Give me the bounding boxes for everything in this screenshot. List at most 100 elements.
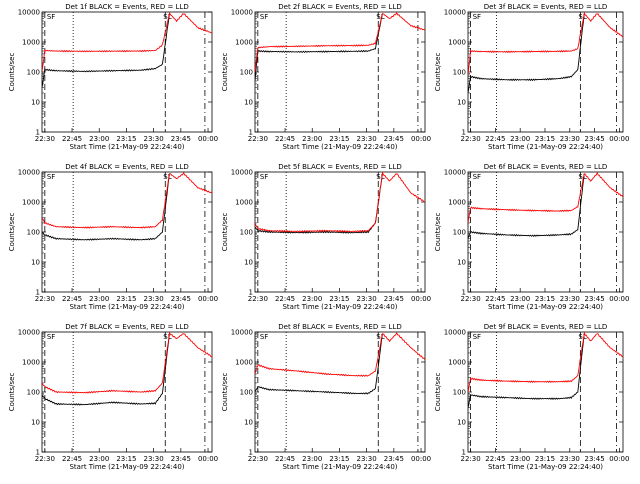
y-axis-label: Counts/sec [221, 213, 229, 252]
x-tick-label: 23:45 [384, 135, 404, 143]
chart-panel-6: Det 6f BLACK = Events, RED = LLD 1 10 100 10… [434, 163, 629, 311]
y-tick-label: 100 [453, 69, 466, 77]
y-tick-label: 100 [453, 229, 466, 237]
y-tick-label: 1000 [235, 199, 253, 207]
y-tick-label: 10 [244, 259, 253, 267]
marker-label: SL [376, 173, 384, 181]
plot-frame [254, 11, 426, 133]
y-tick-label: 10000 [231, 9, 253, 17]
chart-title: Det 8f BLACK = Events, RED = LLD [278, 323, 401, 331]
series-line-2 [468, 12, 623, 75]
y-tick-label: 10 [457, 419, 466, 427]
y-tick-label: 1000 [22, 199, 40, 207]
y-tick-label: 1000 [448, 39, 466, 47]
marker-label: SL [163, 173, 171, 181]
series-line-1 [468, 13, 585, 94]
series-line-2 [468, 332, 623, 393]
chart-panel-9: Det 9f BLACK = Events, RED = LLD 1 10 100 10… [434, 323, 629, 471]
x-tick-label: 00:00 [411, 455, 431, 463]
y-tick-label: 1 [36, 289, 40, 297]
x-tick-label: 22:45 [485, 295, 505, 303]
x-tick-label: 23:15 [329, 455, 349, 463]
x-tick-label: 22:45 [62, 135, 82, 143]
y-tick-label: 1 [462, 289, 466, 297]
plot-frame [41, 11, 213, 133]
x-tick-label: 00:00 [411, 295, 431, 303]
marker-label: SL [163, 333, 171, 341]
y-axis-label: Counts/sec [434, 373, 442, 412]
x-tick-label: 23:15 [329, 295, 349, 303]
y-axis-label: Counts/sec [434, 213, 442, 252]
x-tick-label: 23:45 [171, 455, 191, 463]
x-tick-label: 22:30 [248, 455, 268, 463]
x-tick-label: 23:15 [116, 455, 136, 463]
series-line-1 [255, 333, 383, 395]
y-tick-label: 10 [457, 99, 466, 107]
x-tick-label: 22:30 [460, 135, 480, 143]
y-tick-label: 100 [27, 389, 40, 397]
x-tick-label: 23:45 [584, 135, 604, 143]
y-tick-label: 10000 [231, 169, 253, 177]
marker-label: SL [578, 333, 586, 341]
x-tick-label: 22:45 [62, 455, 82, 463]
y-tick-label: 10000 [18, 329, 40, 337]
y-tick-label: 10000 [18, 169, 40, 177]
marker-label: SL [376, 333, 384, 341]
x-tick-label: 23:00 [302, 455, 322, 463]
y-tick-label: 1000 [448, 199, 466, 207]
series-line-2 [255, 12, 425, 73]
x-tick-label: 23:15 [116, 295, 136, 303]
marker-label: SF [47, 13, 55, 21]
x-tick-label: 00:00 [198, 295, 218, 303]
y-tick-label: 1 [249, 289, 253, 297]
x-tick-label: 23:30 [144, 455, 164, 463]
chart-title: Det 5f BLACK = Events, RED = LLD [278, 163, 401, 171]
x-tick-label: 00:00 [198, 135, 218, 143]
x-tick-label: 22:45 [275, 295, 295, 303]
chart-panel-5: Det 5f BLACK = Events, RED = LLD 1 10 100 10… [221, 163, 431, 311]
chart-panel-7: Det 7f BLACK = Events, RED = LLD 1 10 100 10… [8, 323, 218, 471]
chart-title: Det 1f BLACK = Events, RED = LLD [65, 3, 188, 11]
chart-title: Det 6f BLACK = Events, RED = LLD [484, 163, 607, 171]
x-tick-label: 23:30 [560, 295, 580, 303]
marker-label: SF [47, 333, 55, 341]
series-line-1 [255, 173, 383, 234]
x-axis-label: Start Time (21-May-09 22:24:40) [488, 303, 603, 311]
series-line-1 [42, 13, 170, 88]
chart-panel-4: Det 4f BLACK = Events, RED = LLD 1 10 100 10… [8, 163, 218, 311]
x-tick-label: 23:30 [144, 295, 164, 303]
plot-frame [41, 171, 213, 293]
chart-title: Det 2f BLACK = Events, RED = LLD [278, 3, 401, 11]
series-line-2 [42, 172, 212, 229]
marker-label: SL [163, 13, 171, 21]
x-tick-label: 00:00 [609, 295, 629, 303]
x-tick-label: 22:45 [275, 455, 295, 463]
y-tick-label: 100 [27, 69, 40, 77]
y-axis-label: Counts/sec [8, 373, 16, 412]
y-tick-label: 10 [457, 259, 466, 267]
plot-frame [254, 331, 426, 453]
chart-panel-8: Det 8f BLACK = Events, RED = LLD 1 10 100 10… [221, 323, 431, 471]
chart-panel-3: Det 3f BLACK = Events, RED = LLD 1 10 100 10… [434, 3, 629, 151]
x-tick-label: 23:45 [384, 455, 404, 463]
x-tick-label: 22:45 [62, 295, 82, 303]
x-tick-label: 00:00 [609, 455, 629, 463]
y-tick-label: 10000 [18, 9, 40, 17]
x-axis-label: Start Time (21-May-09 22:24:40) [488, 463, 603, 471]
x-tick-label: 23:30 [560, 135, 580, 143]
x-tick-label: 22:30 [460, 295, 480, 303]
y-tick-label: 10000 [444, 169, 466, 177]
marker-label: SF [47, 173, 55, 181]
y-tick-label: 10 [31, 99, 40, 107]
x-axis-label: Start Time (21-May-09 22:24:40) [488, 143, 603, 151]
y-tick-label: 10000 [231, 329, 253, 337]
y-tick-label: 100 [240, 69, 253, 77]
x-tick-label: 00:00 [198, 455, 218, 463]
x-tick-label: 22:45 [485, 135, 505, 143]
y-axis-label: Counts/sec [221, 53, 229, 92]
chart-title: Det 3f BLACK = Events, RED = LLD [484, 3, 607, 11]
y-axis-label: Counts/sec [221, 373, 229, 412]
series-line-1 [42, 173, 170, 241]
x-tick-label: 23:00 [89, 455, 109, 463]
